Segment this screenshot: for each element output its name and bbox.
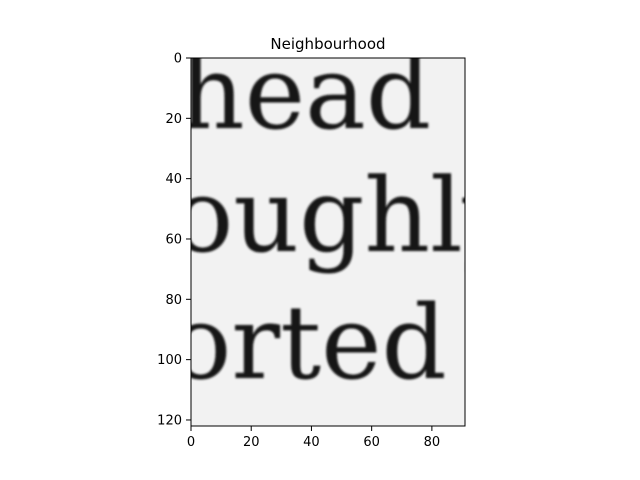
x-tick-label: 0 — [187, 435, 195, 450]
y-tick-label: 20 — [165, 112, 182, 127]
y-tick-label: 120 — [157, 413, 182, 428]
plot-title: Neighbourhood — [270, 35, 385, 53]
y-tick-label: 40 — [165, 172, 182, 187]
image-area: head oughly orted — [170, 34, 521, 426]
crop-line-1: head — [179, 34, 431, 153]
x-tick-label: 80 — [424, 435, 441, 450]
x-tick-label: 20 — [243, 435, 260, 450]
paper-background — [191, 58, 465, 426]
axes-frame — [190, 57, 466, 427]
y-tick-label: 60 — [165, 232, 182, 247]
y-tick-label: 100 — [157, 353, 182, 368]
crop-line-2: oughly — [172, 157, 521, 276]
y-tick-label: 80 — [165, 293, 182, 308]
x-tick-label: 60 — [363, 435, 380, 450]
x-axis: 0 20 40 60 80 — [187, 426, 440, 450]
y-tick-label: 0 — [174, 52, 182, 67]
y-axis: 0 20 40 60 80 100 120 — [157, 52, 191, 428]
x-tick-label: 40 — [303, 435, 320, 450]
crop-line-3: orted — [170, 284, 447, 403]
